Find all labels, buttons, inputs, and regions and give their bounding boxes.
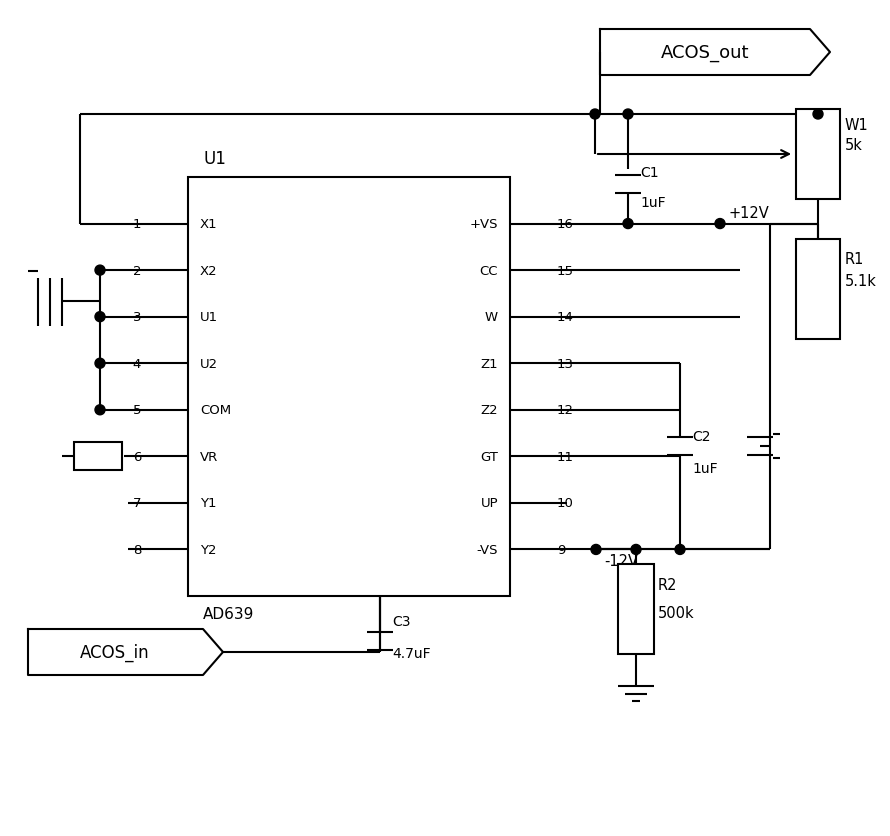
- Circle shape: [590, 110, 600, 120]
- Circle shape: [631, 545, 641, 555]
- Text: 2: 2: [133, 264, 141, 278]
- Text: U1: U1: [200, 311, 218, 324]
- Text: GT: GT: [480, 451, 498, 463]
- Circle shape: [675, 545, 685, 555]
- Text: ACOS_in: ACOS_in: [80, 643, 150, 661]
- Text: AD639: AD639: [203, 606, 255, 621]
- Circle shape: [623, 110, 633, 120]
- Text: 6: 6: [133, 451, 141, 463]
- Text: 8: 8: [133, 543, 141, 556]
- Circle shape: [715, 219, 725, 229]
- Text: X1: X1: [200, 218, 218, 231]
- Text: +VS: +VS: [470, 218, 498, 231]
- Text: 4.7uF: 4.7uF: [392, 646, 431, 660]
- Text: 16: 16: [557, 218, 574, 231]
- Text: 11: 11: [557, 451, 574, 463]
- Text: 12: 12: [557, 404, 574, 417]
- Circle shape: [591, 545, 601, 555]
- Circle shape: [95, 313, 105, 323]
- Text: COM: COM: [200, 404, 231, 417]
- Bar: [796, 110, 840, 200]
- Text: 9: 9: [557, 543, 565, 556]
- Text: CC: CC: [480, 264, 498, 278]
- Text: 3: 3: [133, 311, 141, 324]
- Text: -12V: -12V: [604, 553, 638, 568]
- Text: C3: C3: [392, 614, 410, 628]
- Text: R1: R1: [845, 252, 864, 268]
- Text: U2: U2: [200, 357, 218, 370]
- Text: R2: R2: [658, 577, 677, 592]
- Text: Z1: Z1: [481, 357, 498, 370]
- Bar: [796, 240, 840, 339]
- Text: Z2: Z2: [481, 404, 498, 417]
- Bar: [188, 178, 510, 596]
- Circle shape: [813, 110, 823, 120]
- Text: Y1: Y1: [200, 497, 216, 510]
- Text: C1: C1: [640, 166, 659, 180]
- Text: Y2: Y2: [200, 543, 216, 556]
- Text: C2: C2: [692, 430, 710, 444]
- Text: -VS: -VS: [476, 543, 498, 556]
- Bar: [618, 565, 654, 655]
- Text: 4: 4: [133, 357, 141, 370]
- Text: 1uF: 1uF: [640, 196, 666, 209]
- Text: +12V: +12V: [728, 206, 769, 221]
- Circle shape: [95, 359, 105, 369]
- Text: X2: X2: [200, 264, 218, 278]
- Text: W: W: [485, 311, 498, 324]
- Text: 13: 13: [557, 357, 574, 370]
- Circle shape: [95, 405, 105, 415]
- Text: UP: UP: [481, 497, 498, 510]
- Text: 10: 10: [557, 497, 574, 510]
- Text: 1uF: 1uF: [692, 461, 717, 476]
- Text: VR: VR: [200, 451, 218, 463]
- Text: 5: 5: [133, 404, 141, 417]
- Circle shape: [623, 219, 633, 229]
- Text: 5.1k: 5.1k: [845, 274, 877, 289]
- Text: 15: 15: [557, 264, 574, 278]
- Bar: [74, 443, 122, 471]
- Text: 1: 1: [133, 218, 141, 231]
- Text: ACOS_out: ACOS_out: [660, 44, 749, 62]
- Text: U1: U1: [203, 150, 226, 168]
- Text: 5k: 5k: [845, 137, 863, 152]
- Circle shape: [95, 266, 105, 276]
- Text: 14: 14: [557, 311, 574, 324]
- Text: 500k: 500k: [658, 605, 694, 620]
- Text: 7: 7: [133, 497, 141, 510]
- Text: W1: W1: [845, 117, 869, 132]
